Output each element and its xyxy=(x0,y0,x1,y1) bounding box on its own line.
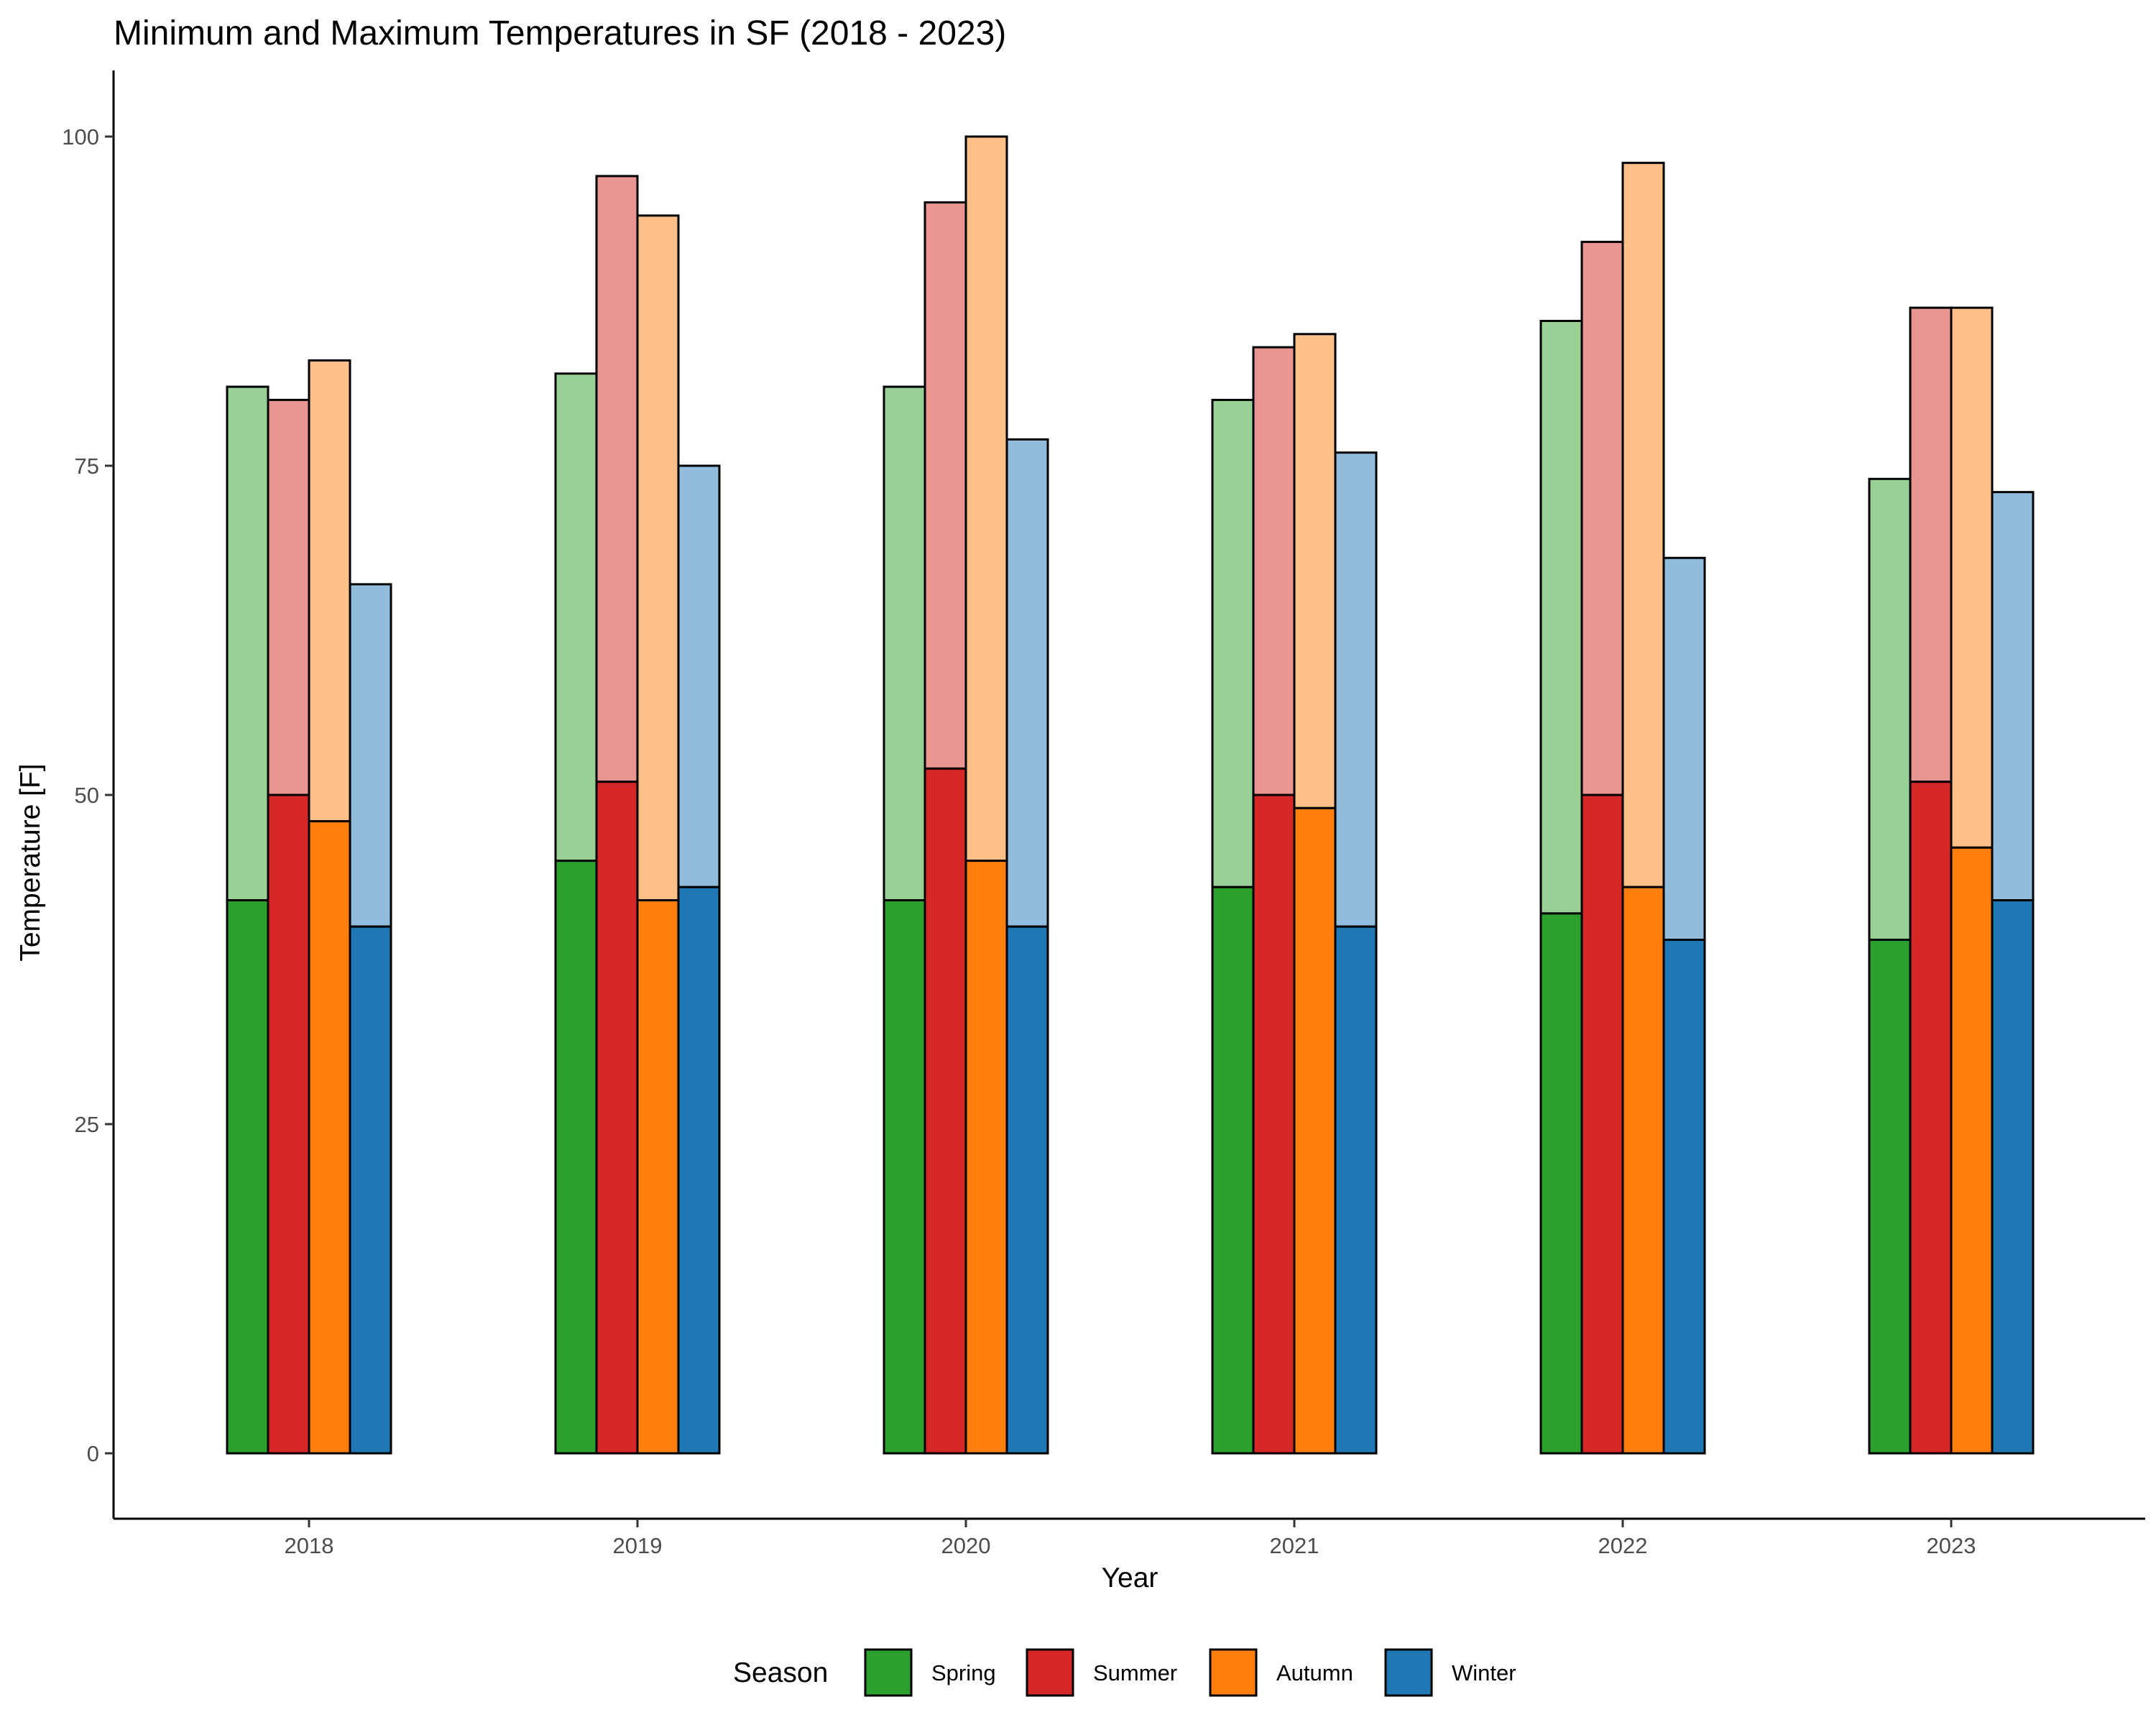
bar-min-winter-2018 xyxy=(349,925,392,1455)
bar-min-spring-2023 xyxy=(1868,939,1912,1455)
y-axis-title: Temperature [F] xyxy=(15,763,46,961)
bar-max-summer-2023 xyxy=(1909,306,1953,783)
bar-min-winter-2023 xyxy=(1991,899,2035,1455)
bar-min-spring-2019 xyxy=(554,860,598,1455)
bar-min-spring-2021 xyxy=(1211,886,1255,1455)
x-tick-label: 2020 xyxy=(941,1533,991,1558)
bar-min-winter-2019 xyxy=(677,886,721,1455)
bar-max-summer-2018 xyxy=(267,398,310,796)
x-tick-label: 2023 xyxy=(1927,1533,1976,1558)
bar-min-autumn-2021 xyxy=(1293,806,1337,1455)
legend-label-spring: Spring xyxy=(931,1660,996,1685)
bar-min-autumn-2020 xyxy=(964,860,1008,1455)
bar-min-winter-2021 xyxy=(1334,925,1378,1455)
y-tick-label: 75 xyxy=(75,454,99,479)
bar-min-summer-2020 xyxy=(923,767,967,1455)
bar-max-autumn-2018 xyxy=(308,359,351,823)
bar-min-summer-2019 xyxy=(595,781,639,1455)
bar-max-winter-2020 xyxy=(1005,438,1049,928)
x-tick-label: 2018 xyxy=(285,1533,334,1558)
bar-min-summer-2022 xyxy=(1580,794,1624,1455)
legend-key-winter xyxy=(1384,1648,1433,1697)
bar-max-autumn-2021 xyxy=(1293,333,1337,809)
legend-key-summer xyxy=(1026,1648,1074,1697)
bar-max-summer-2019 xyxy=(595,175,639,783)
x-tick-label: 2022 xyxy=(1598,1533,1648,1558)
bar-min-autumn-2023 xyxy=(1950,846,1994,1455)
x-axis-title: Year xyxy=(1102,1563,1158,1593)
bar-max-autumn-2019 xyxy=(636,214,680,902)
chart-title: Minimum and Maximum Temperatures in SF (… xyxy=(114,14,1006,52)
bar-max-winter-2021 xyxy=(1334,451,1378,928)
bar-max-summer-2022 xyxy=(1580,241,1624,796)
bar-min-autumn-2018 xyxy=(308,820,351,1455)
bar-min-summer-2021 xyxy=(1252,794,1296,1455)
y-tick-label: 50 xyxy=(75,783,99,808)
plot-area xyxy=(226,135,2035,1455)
bar-min-spring-2022 xyxy=(1539,912,1583,1455)
bar-max-spring-2021 xyxy=(1211,398,1255,888)
bar-max-winter-2023 xyxy=(1991,491,2035,902)
legend: Season Spring Summer Autumn Winter xyxy=(733,1648,1516,1697)
y-tick-label: 25 xyxy=(75,1112,99,1137)
bar-max-autumn-2022 xyxy=(1621,162,1665,888)
x-axis: 2018 2019 2020 2021 2022 2023 xyxy=(114,1517,2145,1558)
bar-max-autumn-2023 xyxy=(1950,306,1994,849)
bar-min-autumn-2022 xyxy=(1621,886,1665,1455)
legend-key-autumn xyxy=(1209,1648,1258,1697)
x-tick-label: 2021 xyxy=(1270,1533,1319,1558)
bar-max-winter-2019 xyxy=(677,464,721,888)
bar-max-spring-2022 xyxy=(1539,319,1583,915)
bar-min-winter-2022 xyxy=(1662,939,1706,1455)
legend-label-winter: Winter xyxy=(1452,1660,1516,1685)
bar-min-winter-2020 xyxy=(1005,925,1049,1455)
bar-min-summer-2023 xyxy=(1909,781,1953,1455)
y-axis: 0 25 50 75 100 xyxy=(62,70,115,1519)
bar-max-spring-2023 xyxy=(1868,477,1912,942)
bar-max-spring-2018 xyxy=(226,385,270,902)
bar-max-autumn-2020 xyxy=(964,135,1008,862)
bar-max-spring-2019 xyxy=(554,372,598,862)
legend-label-summer: Summer xyxy=(1093,1660,1177,1685)
bar-min-summer-2018 xyxy=(267,794,310,1455)
x-tick-label: 2019 xyxy=(613,1533,663,1558)
bar-max-summer-2020 xyxy=(923,201,967,770)
bar-max-winter-2018 xyxy=(349,583,392,928)
bar-min-spring-2020 xyxy=(883,899,926,1455)
legend-title: Season xyxy=(733,1657,828,1688)
bar-max-spring-2020 xyxy=(883,385,926,902)
bar-max-winter-2022 xyxy=(1662,556,1706,942)
bar-min-autumn-2019 xyxy=(636,899,680,1455)
legend-label-autumn: Autumn xyxy=(1276,1660,1353,1685)
y-tick-label: 0 xyxy=(87,1441,99,1466)
y-tick-label: 100 xyxy=(62,124,99,150)
bar-min-spring-2018 xyxy=(226,899,270,1455)
bar-max-summer-2021 xyxy=(1252,346,1296,796)
legend-key-spring xyxy=(864,1648,913,1697)
